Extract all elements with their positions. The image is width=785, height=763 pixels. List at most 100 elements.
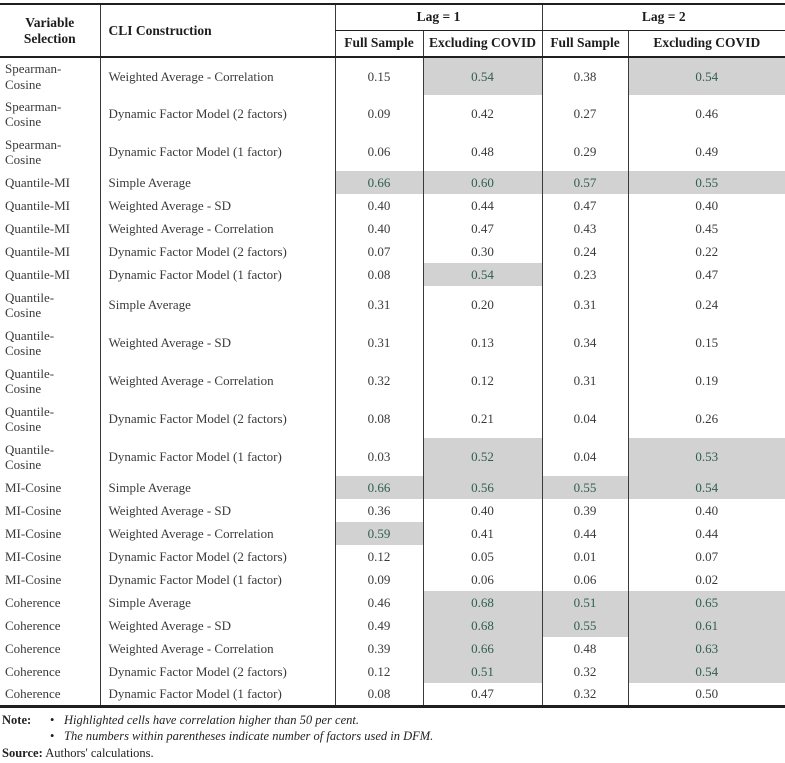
header-excluding-covid-lag1: Excluding COVID <box>422 30 543 58</box>
variable-selection-cell: Quantile-MI <box>5 243 70 259</box>
variable-selection-cell: Quantile-MI <box>5 220 70 236</box>
value-cell: 0.49 <box>627 133 785 171</box>
value-cell-highlighted: 0.54 <box>627 57 785 95</box>
value-cell: 0.45 <box>627 217 785 240</box>
value-cell-highlighted: 0.54 <box>627 476 785 499</box>
value-cell-highlighted: 0.51 <box>541 591 629 614</box>
header-row-sub: Full Sample Excluding COVID Full Sample … <box>0 30 785 58</box>
value-cell-highlighted: 0.54 <box>422 57 543 95</box>
value-cell: 0.47 <box>627 263 785 286</box>
value-cell-highlighted: 0.53 <box>627 438 785 476</box>
value-cell: 0.19 <box>627 362 785 400</box>
value-cell: 0.12 <box>334 660 423 683</box>
value-cell: 0.44 <box>541 522 629 545</box>
value-cell: 0.44 <box>627 522 785 545</box>
value-cell-highlighted: 0.61 <box>627 614 785 637</box>
value-cell: 0.47 <box>541 194 629 217</box>
value-cell-highlighted: 0.65 <box>627 591 785 614</box>
variable-selection-cell: Quantile-Cosine <box>5 403 55 434</box>
variable-selection-cell: Quantile-MI <box>5 266 70 282</box>
cli-construction-cell: Dynamic Factor Model (1 factor) <box>99 133 335 171</box>
notes-section: Note: • Highlighted cells have correlati… <box>0 713 785 761</box>
cli-construction-cell: Weighted Average - Correlation <box>99 57 335 95</box>
value-cell-highlighted: 0.57 <box>541 171 629 194</box>
table-row: Quantile-MI Dynamic Factor Model (1 facto… <box>0 263 785 286</box>
variable-selection-cell: MI-Cosine <box>5 502 62 518</box>
value-cell: 0.29 <box>541 133 629 171</box>
value-cell: 0.38 <box>541 57 629 95</box>
value-cell: 0.31 <box>334 324 423 362</box>
value-cell: 0.05 <box>422 545 543 568</box>
variable-selection-cell: Quantile-Cosine <box>5 289 55 320</box>
note-bullet-2: The numbers within parentheses indicate … <box>64 729 434 744</box>
cli-construction-cell: Weighted Average - SD <box>99 614 335 637</box>
table-row: Quantile-Cosine Weighted Average - Correl… <box>0 362 785 400</box>
value-cell-highlighted: 0.68 <box>422 591 543 614</box>
header-excluding-covid-lag2: Excluding COVID <box>627 30 785 58</box>
variable-selection-cell: Coherence <box>5 617 61 633</box>
table-row: Quantile-Cosine Dynamic Factor Model (1 f… <box>0 438 785 476</box>
source-text: Authors' calculations. <box>45 746 154 760</box>
value-cell: 0.03 <box>334 438 423 476</box>
table-row: Coherence Dynamic Factor Model (1 factor)… <box>0 683 785 706</box>
table-row: Quantile-MI Simple Average 0.66 0.60 0.57 0.5… <box>0 171 785 194</box>
value-cell: 0.08 <box>334 263 423 286</box>
variable-selection-cell: Coherence <box>5 663 61 679</box>
value-cell: 0.31 <box>541 362 629 400</box>
value-cell: 0.50 <box>627 683 785 706</box>
header-lag-1: Lag = 1 <box>334 4 543 31</box>
value-cell: 0.40 <box>334 194 423 217</box>
value-cell: 0.07 <box>334 240 423 263</box>
cli-construction-cell: Dynamic Factor Model (2 factors) <box>99 240 335 263</box>
table-row: Quantile-MI Dynamic Factor Model (2 facto… <box>0 240 785 263</box>
cli-construction-cell: Dynamic Factor Model (1 factor) <box>99 263 335 286</box>
note-bullet-1: Highlighted cells have correlation highe… <box>64 712 359 727</box>
cli-construction-cell: Simple Average <box>99 591 335 614</box>
value-cell-highlighted: 0.55 <box>627 171 785 194</box>
value-cell: 0.47 <box>422 683 543 706</box>
header-lag-2: Lag = 2 <box>541 4 785 31</box>
value-cell: 0.09 <box>334 95 423 133</box>
variable-selection-cell: Coherence <box>5 594 61 610</box>
cli-construction-cell: Dynamic Factor Model (1 factor) <box>99 438 335 476</box>
value-cell-highlighted: 0.55 <box>541 476 629 499</box>
value-cell: 0.22 <box>627 240 785 263</box>
table-row: MI-Cosine Weighted Average - Correlation 0… <box>0 522 785 545</box>
variable-selection-cell: Coherence <box>5 686 61 702</box>
value-cell: 0.48 <box>422 133 543 171</box>
table-row: Coherence Dynamic Factor Model (2 factors… <box>0 660 785 683</box>
source-label: Source: <box>2 746 43 760</box>
value-cell: 0.06 <box>334 133 423 171</box>
table-row: Quantile-MI Weighted Average - Correlatio… <box>0 217 785 240</box>
header-cli-construction: CLI Construction <box>99 4 335 58</box>
value-cell: 0.08 <box>334 400 423 438</box>
table-row: Quantile-Cosine Weighted Average - SD 0.31… <box>0 324 785 362</box>
table-row: Spearman-Cosine Weighted Average - Correl… <box>0 57 785 95</box>
value-cell: 0.07 <box>627 545 785 568</box>
value-cell: 0.15 <box>627 324 785 362</box>
variable-selection-cell: MI-Cosine <box>5 525 62 541</box>
value-cell: 0.42 <box>422 95 543 133</box>
value-cell-highlighted: 0.59 <box>334 522 423 545</box>
cli-construction-cell: Dynamic Factor Model (1 factor) <box>99 683 335 706</box>
table-body: Spearman-Cosine Weighted Average - Correl… <box>0 57 785 706</box>
value-cell: 0.06 <box>422 568 543 591</box>
value-cell: 0.46 <box>627 95 785 133</box>
cli-construction-cell: Simple Average <box>99 171 335 194</box>
value-cell: 0.08 <box>334 683 423 706</box>
value-cell: 0.21 <box>422 400 543 438</box>
table-row: Spearman-Cosine Dynamic Factor Model (1 f… <box>0 133 785 171</box>
value-cell: 0.48 <box>541 637 629 660</box>
value-cell: 0.40 <box>627 194 785 217</box>
value-cell: 0.31 <box>334 286 423 324</box>
value-cell-highlighted: 0.56 <box>422 476 543 499</box>
table-row: MI-Cosine Dynamic Factor Model (2 factors… <box>0 545 785 568</box>
value-cell: 0.32 <box>541 683 629 706</box>
value-cell-highlighted: 0.54 <box>422 263 543 286</box>
header-variable-selection: Variable Selection <box>0 4 100 58</box>
value-cell: 0.30 <box>422 240 543 263</box>
variable-selection-cell: Quantile-MI <box>5 174 70 190</box>
value-cell: 0.40 <box>627 499 785 522</box>
value-cell: 0.31 <box>541 286 629 324</box>
table-row: Coherence Weighted Average - Correlation 0… <box>0 637 785 660</box>
